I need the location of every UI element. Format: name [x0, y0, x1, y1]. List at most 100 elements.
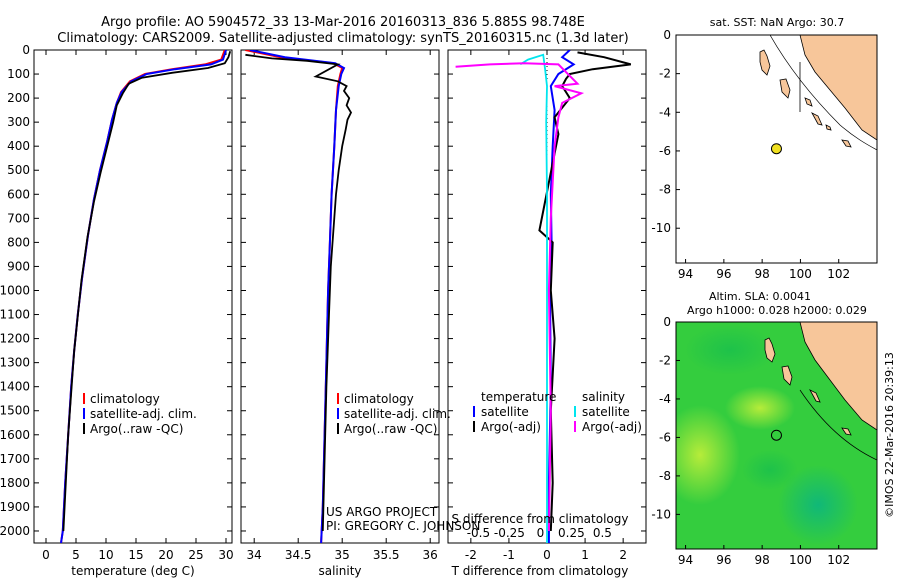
y-tick-label: 0 — [22, 43, 30, 57]
sla-map-title-line1: Altim. SLA: 0.0041 — [709, 290, 811, 303]
y-tick-label: 800 — [7, 235, 30, 249]
legend-label-climatology: climatology — [90, 392, 160, 406]
x-tick-label: 34 — [247, 548, 262, 562]
x-tick-label: 25 — [188, 548, 203, 562]
nias-island — [781, 365, 793, 386]
y-tick-label: 1800 — [0, 476, 30, 490]
sla-map-title-line2: Argo h1000: 0.028 h2000: 0.029 — [687, 304, 867, 317]
siberut-island — [809, 389, 821, 403]
map-y-tick-label: -2 — [659, 353, 671, 367]
y-tick-label: 100 — [7, 67, 30, 81]
y-tick-label: 1600 — [0, 428, 30, 442]
temperature-legend: climatology satellite-adj. clim. Argo(..… — [83, 392, 197, 436]
sla-moderate-center — [742, 450, 798, 490]
difference-legend-salinity: salinity satellite Argo(-adj) — [574, 390, 642, 434]
legend-label-argo: Argo(..raw -QC) — [344, 422, 437, 436]
map-x-tick-label: 98 — [755, 553, 770, 567]
sst-map-float-markers — [770, 143, 782, 155]
map-y-tick-label: -10 — [651, 507, 671, 521]
series-line-argo-raw-qc- — [62, 50, 232, 532]
legend-label-argo: Argo(..raw -QC) — [90, 422, 183, 436]
map-y-tick-label: -8 — [659, 469, 671, 483]
sla-map-axes: 94 96 98 100 102 0 -2 -4 -6 -8 -10 — [651, 315, 850, 567]
map-x-tick-label: 96 — [716, 553, 731, 567]
temperature-xlabel: temperature (deg C) — [71, 564, 194, 578]
legend-title-temperature: temperature — [481, 390, 556, 404]
simeulue-island — [764, 337, 776, 363]
y-tick-label: 400 — [7, 139, 30, 153]
temperature-panel-frame — [33, 49, 233, 544]
legend-label-t-satellite: satellite — [481, 405, 529, 419]
map-y-tick-label: -2 — [659, 67, 671, 81]
legend-title-salinity: salinity — [582, 390, 625, 404]
sst-map-axes: 94 96 98 100 102 0 -2 -4 -6 -8 -10 — [651, 28, 850, 281]
x-top-tick-label: -0.5 — [467, 526, 490, 540]
float-position-marker — [770, 143, 782, 155]
map-y-tick-label: -6 — [659, 144, 671, 158]
y-tick-label: 1200 — [0, 332, 30, 346]
map-x-tick-label: 94 — [678, 267, 693, 281]
sla-map-float-markers — [770, 429, 782, 441]
sumatra-landmass — [799, 35, 877, 141]
map-x-tick-label: 96 — [716, 267, 731, 281]
difference-legend-temperature: temperature satellite Argo(-adj) — [473, 390, 556, 434]
difference-series — [455, 50, 632, 543]
legend-label-s-argo: Argo(-adj) — [582, 420, 642, 434]
map-x-tick-label: 102 — [827, 553, 850, 567]
temperature-depth-axis: 0 100 200 300 400 500 600 700 800 900 1000 1100 1200… — [0, 43, 232, 538]
bathymetry-contour — [769, 35, 877, 151]
enggano-island — [841, 139, 852, 148]
x-top-tick-label: 0.25 — [558, 526, 585, 540]
salinity-xlabel: salinity — [318, 564, 361, 578]
difference-x-axis: -2 -1 0 1 2 — [448, 49, 646, 562]
x-tick-label: 35.5 — [373, 548, 400, 562]
sla-high-anomaly-west — [676, 405, 740, 505]
sla-high-anomaly-center — [725, 386, 795, 430]
sst-map-layers — [759, 35, 877, 151]
header-title-line2: Climatology: CARS2009. Satellite-adjuste… — [57, 31, 629, 46]
temperature-x-axis: 0 5 10 15 20 25 30 — [42, 50, 234, 562]
legend-label-satellite: satellite-adj. clim. — [90, 407, 197, 421]
y-tick-label: 1300 — [0, 356, 30, 370]
x-tick-label: 15 — [128, 548, 143, 562]
x-tick-label: 5 — [72, 548, 80, 562]
project-annotation: US ARGO PROJECT — [326, 505, 438, 519]
map-x-tick-label: 94 — [678, 553, 693, 567]
legend-label-s-satellite: satellite — [582, 405, 630, 419]
y-tick-label: 1500 — [0, 404, 30, 418]
x-tick-label: 0 — [42, 548, 50, 562]
map-y-tick-label: 0 — [663, 28, 671, 42]
x-tick-label: 36 — [423, 548, 438, 562]
batu-island — [804, 97, 813, 107]
y-tick-label: 600 — [7, 187, 30, 201]
y-tick-label: 1700 — [0, 452, 30, 466]
map-y-tick-label: -10 — [651, 221, 671, 235]
sst-map-frame — [675, 34, 878, 264]
series-line-satellite-adj-clim- — [60, 50, 227, 543]
sla-moderate-north — [685, 325, 775, 375]
map-x-tick-label: 98 — [755, 267, 770, 281]
pagai-island — [825, 124, 832, 131]
series-line-climatology — [60, 50, 226, 543]
y-tick-label: 700 — [7, 211, 30, 225]
legend-label-climatology: climatology — [344, 392, 414, 406]
series-line-temperature-argo-adj- — [538, 51, 632, 532]
x-top-tick-label: 0.5 — [593, 526, 612, 540]
x-tick-label: 35 — [335, 548, 350, 562]
legend-label-t-argo: Argo(-adj) — [481, 420, 541, 434]
series-line-salinity-satellite — [519, 53, 548, 543]
difference-top-axis: -0.5 -0.25 0 0.25 0.5 — [467, 50, 612, 543]
siberut-island — [811, 112, 823, 126]
map-y-tick-label: -6 — [659, 430, 671, 444]
x-tick-label: 34.5 — [285, 548, 312, 562]
x-top-tick-label: 0 — [537, 526, 545, 540]
pi-annotation: PI: GREGORY C. JOHNSON — [326, 519, 480, 533]
sla-map-frame — [675, 321, 878, 550]
nias-island — [779, 78, 791, 99]
map-x-tick-label: 100 — [789, 553, 812, 567]
sumatra-landmass — [799, 322, 877, 431]
y-tick-label: 200 — [7, 91, 30, 105]
difference-xlabel: T difference from climatology — [451, 564, 629, 578]
map-y-tick-label: 0 — [663, 315, 671, 329]
